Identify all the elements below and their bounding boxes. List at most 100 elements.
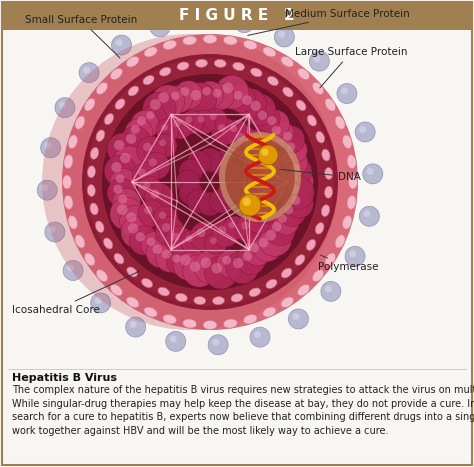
Circle shape xyxy=(258,174,286,202)
Ellipse shape xyxy=(322,149,330,161)
Circle shape xyxy=(168,114,193,139)
Ellipse shape xyxy=(312,82,324,94)
Circle shape xyxy=(289,309,309,329)
Circle shape xyxy=(313,55,320,62)
Circle shape xyxy=(277,126,305,153)
Circle shape xyxy=(67,264,74,271)
Circle shape xyxy=(143,152,170,179)
Ellipse shape xyxy=(212,297,225,304)
Circle shape xyxy=(41,138,61,158)
Circle shape xyxy=(143,92,176,126)
Ellipse shape xyxy=(95,221,104,233)
Circle shape xyxy=(258,162,286,190)
Ellipse shape xyxy=(312,269,324,282)
Circle shape xyxy=(251,184,279,212)
Circle shape xyxy=(285,205,293,214)
Circle shape xyxy=(83,67,90,74)
Circle shape xyxy=(114,140,124,150)
Circle shape xyxy=(120,153,130,163)
Ellipse shape xyxy=(63,175,72,189)
Circle shape xyxy=(119,205,151,237)
Ellipse shape xyxy=(195,59,208,67)
Circle shape xyxy=(243,198,251,206)
Text: Small Surface Protein: Small Surface Protein xyxy=(25,15,137,58)
Circle shape xyxy=(159,212,166,219)
Circle shape xyxy=(154,134,177,157)
Circle shape xyxy=(104,155,137,187)
Circle shape xyxy=(37,180,57,200)
Circle shape xyxy=(183,83,217,116)
Circle shape xyxy=(228,221,235,228)
Ellipse shape xyxy=(144,307,157,317)
Ellipse shape xyxy=(177,62,189,70)
Circle shape xyxy=(192,110,216,134)
Circle shape xyxy=(243,252,252,261)
Circle shape xyxy=(190,261,201,272)
Circle shape xyxy=(42,34,338,330)
Circle shape xyxy=(113,146,146,178)
Circle shape xyxy=(63,261,83,281)
Ellipse shape xyxy=(281,297,294,308)
Circle shape xyxy=(208,335,228,355)
Circle shape xyxy=(254,331,261,338)
Text: The complex nature of the hepatitis B virus requires new strategies to attack th: The complex nature of the hepatitis B vi… xyxy=(12,385,474,436)
Circle shape xyxy=(187,189,211,213)
Circle shape xyxy=(273,209,299,235)
Ellipse shape xyxy=(110,284,122,296)
Circle shape xyxy=(158,92,169,103)
Circle shape xyxy=(137,116,146,125)
Circle shape xyxy=(112,188,141,217)
Circle shape xyxy=(179,181,203,205)
Circle shape xyxy=(126,134,137,144)
Circle shape xyxy=(264,168,273,177)
Circle shape xyxy=(131,110,159,139)
Ellipse shape xyxy=(104,113,114,125)
Circle shape xyxy=(250,243,259,252)
Circle shape xyxy=(283,132,292,141)
Circle shape xyxy=(228,85,255,113)
Ellipse shape xyxy=(182,319,197,328)
Circle shape xyxy=(225,120,248,143)
Circle shape xyxy=(212,339,219,346)
Ellipse shape xyxy=(233,63,245,71)
Circle shape xyxy=(234,13,254,33)
Circle shape xyxy=(111,35,132,55)
Ellipse shape xyxy=(96,130,105,142)
Circle shape xyxy=(185,116,192,123)
Circle shape xyxy=(252,232,282,262)
Circle shape xyxy=(181,87,190,96)
Ellipse shape xyxy=(84,99,95,111)
Circle shape xyxy=(218,226,227,234)
Circle shape xyxy=(166,248,193,275)
Ellipse shape xyxy=(143,76,154,85)
Circle shape xyxy=(140,105,167,132)
Circle shape xyxy=(144,183,173,212)
Ellipse shape xyxy=(103,238,113,249)
Circle shape xyxy=(62,34,358,330)
Circle shape xyxy=(150,17,170,37)
Circle shape xyxy=(155,217,184,246)
Ellipse shape xyxy=(307,115,317,126)
Circle shape xyxy=(238,17,245,24)
Circle shape xyxy=(292,196,301,205)
Ellipse shape xyxy=(219,132,301,222)
Circle shape xyxy=(171,233,180,241)
Circle shape xyxy=(367,168,374,175)
Ellipse shape xyxy=(295,255,305,265)
Circle shape xyxy=(310,51,329,71)
Ellipse shape xyxy=(68,215,78,229)
Circle shape xyxy=(337,84,357,104)
Ellipse shape xyxy=(163,40,176,50)
Ellipse shape xyxy=(96,82,108,94)
Circle shape xyxy=(204,256,237,289)
Circle shape xyxy=(364,210,370,217)
Circle shape xyxy=(288,183,299,194)
Circle shape xyxy=(249,152,277,180)
Circle shape xyxy=(102,74,318,290)
Ellipse shape xyxy=(244,40,257,50)
Circle shape xyxy=(230,125,237,132)
Circle shape xyxy=(45,222,65,242)
Circle shape xyxy=(250,327,270,347)
Ellipse shape xyxy=(128,86,138,96)
Ellipse shape xyxy=(315,223,324,234)
